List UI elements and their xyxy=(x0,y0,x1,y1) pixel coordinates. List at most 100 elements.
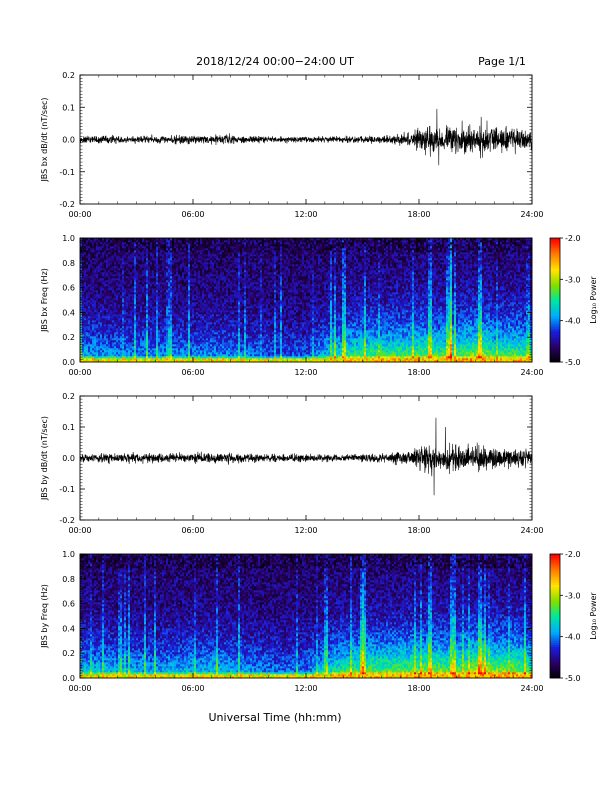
spectrogram-cell xyxy=(178,266,180,268)
spectrogram-cell xyxy=(192,324,194,326)
spectrogram-cell xyxy=(154,320,156,322)
spectrogram-cell xyxy=(168,252,170,254)
spectrogram-cell xyxy=(166,318,168,320)
spectrogram-cell xyxy=(202,276,204,278)
spectrogram-cell xyxy=(116,348,118,350)
spectrogram-cell xyxy=(144,272,146,274)
spectrogram-cell xyxy=(148,338,150,340)
spectrogram-cell xyxy=(186,336,188,338)
spectrogram-cell xyxy=(86,344,88,346)
spectrogram-cell xyxy=(158,328,160,330)
spectrogram-cell xyxy=(166,248,168,250)
spectrogram-cell xyxy=(218,346,220,348)
spectrogram-cell xyxy=(196,268,198,270)
spectrogram-cell xyxy=(92,294,94,296)
spectrogram-cell xyxy=(98,316,100,318)
spectrogram-cell xyxy=(92,292,94,294)
spectrogram-cell xyxy=(106,296,108,298)
spectrogram-cell xyxy=(128,270,130,272)
spectrogram-cell xyxy=(184,258,186,260)
spectrogram-cell xyxy=(186,296,188,298)
spectrogram-cell xyxy=(148,320,150,322)
spectrogram-cell xyxy=(228,334,230,336)
spectrogram-cell xyxy=(196,304,198,306)
spectrogram-cell xyxy=(148,306,150,308)
spectrogram-cell xyxy=(186,248,188,250)
spectrogram-cell xyxy=(144,342,146,344)
spectrogram-cell xyxy=(214,248,216,250)
spectrogram-cell xyxy=(220,252,222,254)
spectrogram-cell xyxy=(90,316,92,318)
spectrogram-cell xyxy=(188,356,190,358)
spectrogram-cell xyxy=(102,256,104,258)
spectrogram-cell xyxy=(164,276,166,278)
spectrogram-cell xyxy=(160,340,162,342)
spectrogram-cell xyxy=(192,270,194,272)
spectrogram-cell xyxy=(228,322,230,324)
spectrogram-cell xyxy=(184,336,186,338)
spectrogram-cell xyxy=(160,284,162,286)
spectrogram-cell xyxy=(118,344,120,346)
spectrogram-cell xyxy=(190,310,192,312)
spectrogram-cell xyxy=(142,300,144,302)
spectrogram-cell xyxy=(86,296,88,298)
spectrogram-cell xyxy=(172,306,174,308)
spectrogram-cell xyxy=(186,312,188,314)
spectrogram-cell xyxy=(224,248,226,250)
spectrogram-cell xyxy=(230,306,232,308)
spectrogram-cell xyxy=(102,336,104,338)
spectrogram-cell xyxy=(142,334,144,336)
spectrogram-cell xyxy=(142,284,144,286)
spectrogram-cell xyxy=(128,274,130,276)
spectrogram-cell xyxy=(112,248,114,250)
spectrogram-cell xyxy=(182,264,184,266)
spectrogram-cell xyxy=(86,248,88,250)
spectrogram-cell xyxy=(186,310,188,312)
spectrogram-cell xyxy=(188,252,190,254)
spectrogram-cell xyxy=(88,338,90,340)
spectrogram-cell xyxy=(168,348,170,350)
spectrogram-cell xyxy=(164,298,166,300)
spectrogram-cell xyxy=(218,304,220,306)
spectrogram-cell xyxy=(110,294,112,296)
spectrogram-cell xyxy=(150,304,152,306)
spectrogram-cell xyxy=(86,330,88,332)
spectrogram-cell xyxy=(224,290,226,292)
spectrogram-cell xyxy=(226,268,228,270)
spectrogram-cell xyxy=(90,252,92,254)
spectrogram-cell xyxy=(214,318,216,320)
spectrogram-cell xyxy=(116,350,118,352)
spectrogram-cell xyxy=(140,240,142,242)
spectrogram-cell xyxy=(120,338,122,340)
spectrogram-cell xyxy=(136,290,138,292)
spectrogram-cell xyxy=(152,252,154,254)
spectrogram-cell xyxy=(186,308,188,310)
spectrogram-cell xyxy=(86,266,88,268)
spectrogram-cell xyxy=(104,282,106,284)
spectrogram-cell xyxy=(148,300,150,302)
spectrogram-cell xyxy=(126,292,128,294)
spectrogram-cell xyxy=(140,288,142,290)
spectrogram-cell xyxy=(226,304,228,306)
spectrogram-cell xyxy=(98,346,100,348)
spectrogram-cell xyxy=(140,314,142,316)
spectrogram-cell xyxy=(158,276,160,278)
spectrogram-cell xyxy=(220,270,222,272)
spectrogram-cell xyxy=(84,280,86,282)
spectrogram-cell xyxy=(132,326,134,328)
spectrogram-cell xyxy=(142,260,144,262)
spectrogram-cell xyxy=(158,314,160,316)
spectrogram-cell xyxy=(116,316,118,318)
spectrogram-cell xyxy=(214,280,216,282)
spectrogram-cell xyxy=(160,266,162,268)
spectrogram-cell xyxy=(124,310,126,312)
spectrogram-cell xyxy=(84,246,86,248)
spectrogram-cell xyxy=(112,328,114,330)
spectrogram-cell xyxy=(110,316,112,318)
spectrogram-cell xyxy=(178,256,180,258)
spectrogram-cell xyxy=(162,272,164,274)
spectrogram-cell xyxy=(222,328,224,330)
spectrogram-cell xyxy=(114,270,116,272)
spectrogram-cell xyxy=(198,352,200,354)
spectrogram-cell xyxy=(184,298,186,300)
